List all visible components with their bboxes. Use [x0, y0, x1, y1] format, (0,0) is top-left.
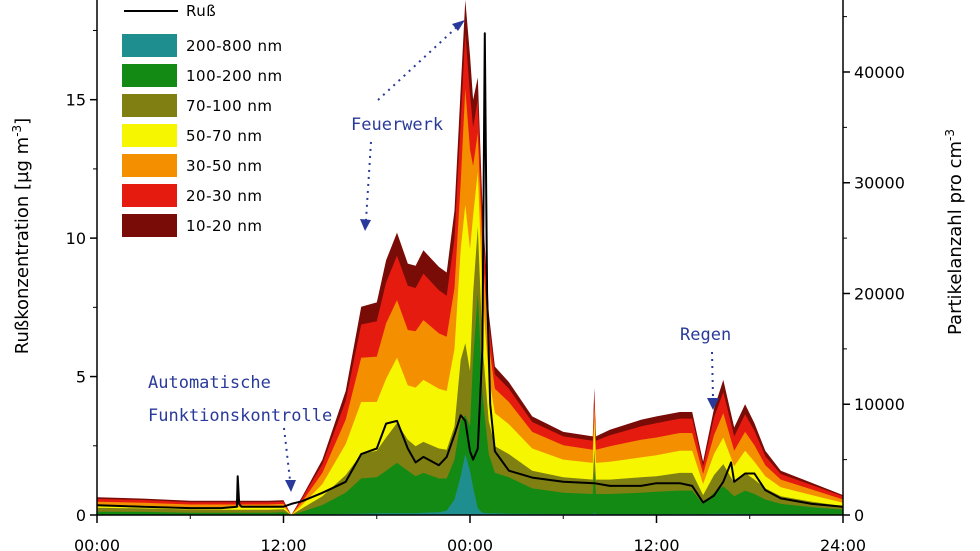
legend-swatch-200-800-nm	[122, 34, 177, 57]
y-left-axis-title: Rußkonzentration [µg m-3]	[10, 118, 33, 354]
legend-swatch-100-200-nm	[122, 64, 177, 87]
legend-swatch-30-50-nm	[122, 154, 177, 177]
x-tick-label: 12:00	[633, 536, 679, 551]
annotation-regen-arrow	[711, 351, 714, 399]
legend-label-30-50-nm: 30-50 nm	[186, 157, 262, 175]
legend-label-200-800-nm: 200-800 nm	[186, 37, 283, 55]
y-left-ticks-group: 0 5 10 15	[66, 29, 97, 525]
legend-swatch-70-100-nm	[122, 94, 177, 117]
y-left-title-sup: -3	[10, 125, 24, 137]
annotation-funktionskontrolle-arrowhead	[285, 480, 296, 492]
annotation-regen-arrowhead	[707, 398, 719, 410]
stacked-area-group	[97, 0, 843, 515]
y-left-title-end: ]	[12, 118, 33, 125]
y-left-title-main: Rußkonzentration [µg m	[12, 137, 33, 354]
x-tick-label: 00:00	[74, 536, 120, 551]
y-right-tick-label: 40000	[854, 63, 905, 82]
russ-line	[96, 32, 844, 510]
area-200-800-nm	[97, 454, 843, 515]
x-tick-label: 12:00	[260, 536, 306, 551]
legend: Ruß 200-800 nm 100-200 nm 70-100 nm 50-70 nm…	[122, 2, 283, 237]
annotation-feuerwerk: Feuerwerk	[351, 115, 443, 135]
legend-swatch-20-30-nm	[122, 184, 177, 207]
annotation-feuerwerk-arrow-down	[365, 141, 372, 221]
legend-label-20-30-nm: 20-30 nm	[186, 187, 262, 205]
y-right-title-sup: -3	[943, 129, 957, 141]
annotation-funktionskontrolle: Funktionskontrolle	[148, 406, 332, 426]
y-right-title-main: Partikelanzahl pro cm	[945, 141, 966, 335]
y-right-ticks-group: 0 10000 20000 30000 40000	[843, 16, 905, 525]
y-right-tick-label: 20000	[854, 284, 905, 303]
area-70-100-nm	[97, 227, 843, 515]
annotation-feuerwerk-arrowhead-up	[452, 20, 465, 31]
annotation-feuerwerk-arrow-up	[377, 25, 459, 101]
area-50-70-nm	[97, 171, 843, 515]
legend-swatch-50-70-nm	[122, 124, 177, 147]
y-right-tick-label: 0	[854, 506, 864, 525]
legend-label-100-200-nm: 100-200 nm	[186, 67, 283, 85]
legend-label-50-70-nm: 50-70 nm	[186, 127, 262, 145]
legend-label-russ: Ruß	[186, 2, 216, 20]
y-right-axis-title: Partikelanzahl pro cm-3	[943, 129, 966, 335]
annotation-regen: Regen	[680, 325, 731, 345]
y-left-tick-label: 0	[76, 506, 86, 525]
annotation-feuerwerk-arrowhead-down	[360, 219, 371, 231]
y-left-tick-label: 10	[66, 229, 86, 248]
legend-swatch-10-20-nm	[122, 214, 177, 237]
annotation-automatische: Automatische	[148, 373, 271, 393]
y-left-tick-label: 15	[66, 91, 86, 110]
x-ticks-group: 00:00 12:00 00:00 12:00 24:00	[74, 515, 866, 551]
x-tick-label: 00:00	[447, 536, 493, 551]
russ-line-group	[96, 32, 844, 510]
legend-label-10-20-nm: 10-20 nm	[186, 217, 262, 235]
x-tick-label: 24:00	[820, 536, 866, 551]
y-left-tick-label: 5	[76, 368, 86, 387]
y-right-tick-label: 10000	[854, 395, 905, 414]
legend-label-70-100-nm: 70-100 nm	[186, 97, 273, 115]
annotation-funktionskontrolle-arrow	[283, 427, 291, 481]
y-right-tick-label: 30000	[854, 174, 905, 193]
